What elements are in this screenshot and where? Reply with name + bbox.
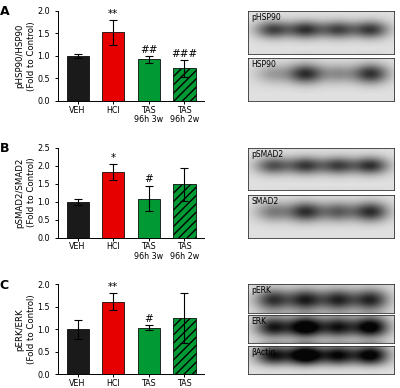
Text: pERK: pERK <box>251 286 271 295</box>
Bar <box>138 327 160 374</box>
Y-axis label: pHSP90/HSP90
(Fold to Control): pHSP90/HSP90 (Fold to Control) <box>16 21 36 91</box>
Text: A: A <box>0 5 9 19</box>
Text: ###: ### <box>171 49 198 59</box>
Bar <box>174 184 196 237</box>
Text: C: C <box>0 279 9 292</box>
Text: *: * <box>111 153 116 163</box>
Text: pSMAD2: pSMAD2 <box>251 150 283 159</box>
Bar <box>66 56 89 101</box>
Text: ##: ## <box>140 45 158 55</box>
Text: SMAD2: SMAD2 <box>251 197 278 206</box>
Text: B: B <box>0 142 9 155</box>
Text: HSP90: HSP90 <box>251 61 276 69</box>
Bar <box>66 329 89 374</box>
Text: βActin: βActin <box>251 348 276 357</box>
Text: #: # <box>144 174 153 184</box>
Text: #: # <box>144 314 153 324</box>
Text: ERK: ERK <box>251 317 266 326</box>
Bar <box>102 172 124 237</box>
Y-axis label: pSMAD2/SMAD2
(Fold to Control): pSMAD2/SMAD2 (Fold to Control) <box>16 158 36 228</box>
Y-axis label: pERK/ERK
(Fold to Control): pERK/ERK (Fold to Control) <box>16 294 36 364</box>
Bar <box>102 301 124 374</box>
Bar <box>174 318 196 374</box>
Bar <box>138 199 160 237</box>
Bar <box>66 202 89 237</box>
Bar <box>138 59 160 101</box>
Text: **: ** <box>108 282 118 292</box>
Text: **: ** <box>108 9 118 19</box>
Bar <box>174 68 196 101</box>
Bar <box>102 33 124 101</box>
Text: pHSP90: pHSP90 <box>251 13 281 22</box>
